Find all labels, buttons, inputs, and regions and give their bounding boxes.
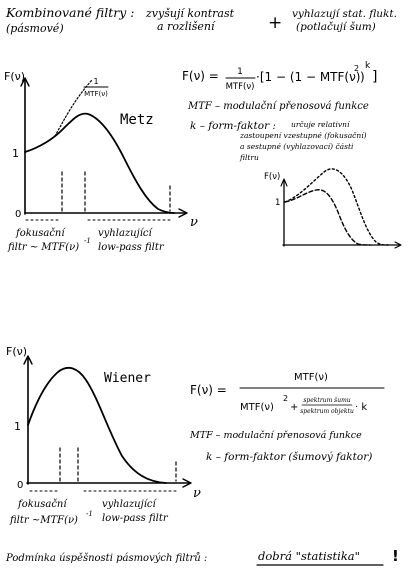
wiener-formula-den-k: · k bbox=[355, 402, 367, 413]
wiener-formula: F(ν) = MTF(ν) MTF(ν) 2 + spektrum šumu s… bbox=[189, 372, 385, 463]
wiener-right-label-2: low-pass filtr bbox=[102, 513, 169, 524]
wiener-x-label: ν bbox=[193, 486, 201, 501]
footer-bang: ! bbox=[392, 547, 399, 565]
header-item2-line1: vyhlazují stat. flukt. bbox=[292, 8, 397, 20]
wiener-curve bbox=[27, 366, 167, 484]
metz-formula-lhs: F(ν) = bbox=[182, 69, 219, 83]
header-subtitle: (pásmové) bbox=[6, 22, 64, 35]
wiener-formula-numerator: MTF(ν) bbox=[294, 372, 328, 383]
metz-x-arrow bbox=[178, 208, 188, 218]
header-item1-line1: zvyšují kontrast bbox=[145, 7, 235, 20]
metz-right-label-1: vyhlazující bbox=[98, 228, 154, 239]
metz-formula-sq: 2 bbox=[354, 64, 359, 73]
metz-tick-one: 1 bbox=[12, 147, 19, 160]
metz-small-graph: F(ν) 1 bbox=[264, 168, 402, 249]
metz-left-label-1: fokusační bbox=[15, 228, 66, 239]
metz-y-arrow bbox=[20, 77, 30, 87]
inverse-mtf-den: MTF(ν) bbox=[84, 90, 108, 98]
small-curve-dashed bbox=[284, 189, 371, 246]
metz-left-exp: -1 bbox=[84, 237, 91, 245]
wiener-formula-den-left: MTF(ν) bbox=[240, 402, 274, 413]
inverse-mtf-curve bbox=[54, 79, 93, 137]
footer-lead: Podmínka úspěšnosti pásmových filtrů : bbox=[5, 552, 207, 564]
small-y-label: F(ν) bbox=[264, 172, 280, 182]
metz-formula-end: ] bbox=[372, 69, 377, 85]
small-tick-one: 1 bbox=[275, 198, 280, 208]
small-curve-dotted bbox=[284, 168, 389, 246]
metz-right-label-2: low-pass filtr bbox=[98, 242, 165, 253]
metz-curve-label: Metz bbox=[120, 112, 154, 128]
inverse-mtf-num: 1 bbox=[93, 77, 98, 86]
metz-def-k-2: zastoupení vzestupné (fokusační) bbox=[239, 131, 367, 140]
metz-y-label: F(ν) bbox=[4, 70, 25, 83]
header-plus: + bbox=[268, 13, 282, 33]
metz-left-label-2: filtr ~ MTF(ν) bbox=[7, 242, 79, 253]
wiener-formula-spec-den: spektrum objektu bbox=[300, 408, 354, 415]
wiener-formula-den-sq: 2 bbox=[283, 394, 288, 403]
metz-x-label: ν bbox=[190, 215, 198, 230]
metz-curve bbox=[24, 112, 175, 214]
small-x-arrow bbox=[394, 241, 402, 249]
metz-def-k-1: určuje relativní bbox=[291, 120, 351, 129]
metz-formula-k: k bbox=[365, 61, 371, 71]
wiener-formula-lhs: F(ν) = bbox=[190, 383, 227, 397]
metz-formula: F(ν) = 1 MTF(ν) ·[1 − (1 − MTF(ν) 2 ) k … bbox=[182, 61, 377, 162]
header-item1-line2: a rozlišení bbox=[157, 20, 216, 33]
wiener-tick-one: 1 bbox=[14, 420, 21, 433]
wiener-origin: 0 bbox=[17, 480, 23, 491]
wiener-formula-den-plus: + bbox=[290, 402, 298, 413]
metz-formula-close: ) bbox=[360, 70, 365, 84]
header-title: Kombinované filtry : bbox=[5, 5, 134, 20]
wiener-y-label: F(ν) bbox=[6, 345, 27, 358]
metz-def-k-4: filtru bbox=[239, 153, 259, 162]
metz-def-k-head: k – form-faktor : bbox=[190, 120, 276, 132]
metz-formula-frac-num: 1 bbox=[237, 67, 243, 77]
wiener-left-label-2: filtr ~MTF(ν) bbox=[9, 515, 78, 526]
header-item2-line2: (potlačují šum) bbox=[296, 20, 376, 33]
metz-formula-frac-den: MTF(ν) bbox=[226, 82, 255, 92]
wiener-x-arrow bbox=[182, 478, 192, 488]
small-y-arrow bbox=[280, 178, 288, 187]
metz-origin: 0 bbox=[15, 209, 21, 220]
metz-def-mtf: MTF – modulační přenosová funkce bbox=[187, 101, 369, 112]
wiener-left-exp: -1 bbox=[86, 510, 93, 518]
metz-formula-body: ·[1 − (1 − MTF(ν) bbox=[256, 70, 360, 84]
footer-emph: dobrá "statistika" bbox=[258, 549, 360, 563]
wiener-def-k: k – form-faktor (šumový faktor) bbox=[206, 450, 372, 463]
metz-graph: F(ν) ν 1 0 1 MTF(ν) Metz fokusační filtr… bbox=[4, 70, 198, 253]
wiener-graph: F(ν) ν 1 0 Wiener fokusační filtr ~MTF(ν… bbox=[6, 345, 201, 526]
wiener-right-label-1: vyhlazující bbox=[102, 499, 158, 510]
wiener-curve-label: Wiener bbox=[104, 371, 151, 386]
wiener-y-arrow bbox=[23, 355, 33, 365]
wiener-formula-spec-num: spektrum šumu bbox=[303, 397, 350, 404]
wiener-left-label-1: fokusační bbox=[17, 499, 68, 510]
wiener-def-mtf: MTF – modulační přenosová funkce bbox=[189, 430, 362, 441]
metz-def-k-3: a sestupné (vyhlazovací) části bbox=[240, 142, 354, 151]
